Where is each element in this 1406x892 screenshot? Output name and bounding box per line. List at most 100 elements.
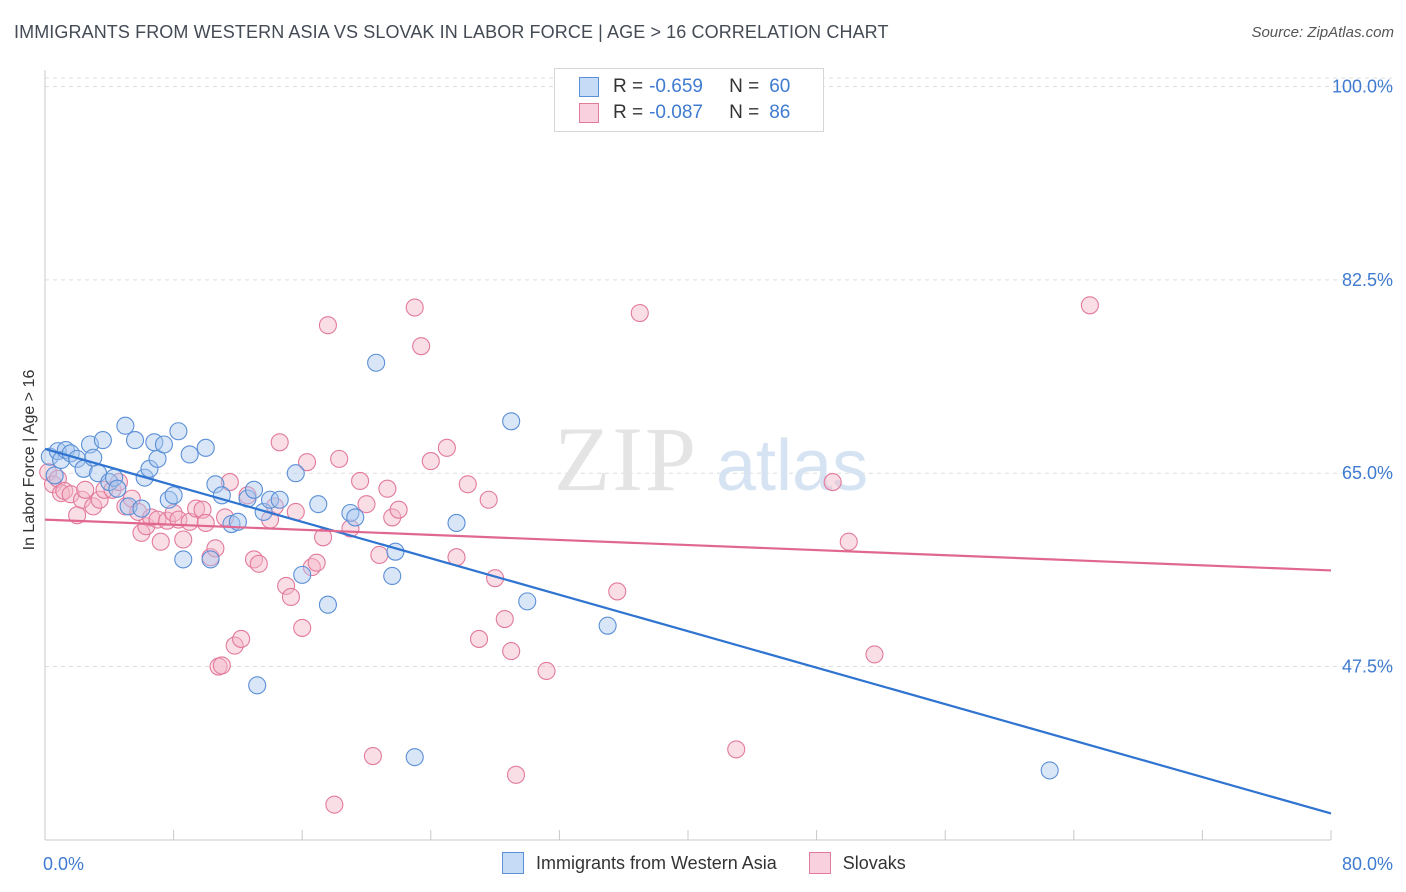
western-asia-point bbox=[201, 550, 220, 569]
legend-n-value: 86 bbox=[769, 102, 791, 123]
western-asia-point bbox=[598, 616, 617, 635]
western-asia-point bbox=[309, 495, 328, 514]
western-asia-point bbox=[93, 431, 112, 450]
western-asia-point bbox=[518, 592, 537, 611]
slovak-point bbox=[823, 473, 842, 492]
western-asia-point bbox=[286, 464, 305, 483]
western-asia-points bbox=[40, 353, 1059, 780]
slovaks-trend-line bbox=[44, 518, 1332, 572]
western-asia-point bbox=[174, 550, 193, 569]
watermark-zip: ZIP bbox=[554, 408, 698, 510]
slovak-point bbox=[187, 499, 206, 518]
slovak-point bbox=[839, 532, 858, 551]
y-tick-label: 100.0% bbox=[1332, 77, 1393, 97]
western-asia-point bbox=[318, 595, 337, 614]
slovak-point bbox=[458, 475, 477, 494]
western-asia-trend-line bbox=[44, 447, 1332, 815]
watermark-atlas: atlas bbox=[716, 426, 868, 506]
y-tick-label: 47.5% bbox=[1342, 657, 1393, 677]
western-asia-point bbox=[244, 480, 264, 499]
slovak-point bbox=[630, 303, 649, 323]
slovak-point bbox=[363, 746, 382, 766]
slovak-point bbox=[225, 636, 244, 655]
series-legend: Immigrants from Western Asia Slovaks bbox=[502, 852, 938, 874]
slovak-point bbox=[220, 473, 239, 492]
western-asia-point bbox=[125, 431, 145, 450]
slovak-point bbox=[421, 452, 440, 471]
slovak-point bbox=[281, 587, 300, 607]
slovaks-points bbox=[39, 296, 1099, 814]
slovak-point bbox=[357, 495, 376, 514]
slovak-point bbox=[196, 513, 215, 532]
x-tick-label: 80.0% bbox=[1342, 854, 1393, 874]
slovak-point bbox=[412, 337, 431, 356]
western-asia-point bbox=[346, 508, 365, 527]
legend-swatch-pink bbox=[808, 852, 831, 874]
western-asia-point bbox=[260, 490, 280, 509]
correlation-legend: R = -0.659 N = 60 R = -0.087 N = 86 bbox=[554, 68, 824, 132]
x-tick-label: 0.0% bbox=[43, 854, 84, 874]
legend-label-slovaks: Slovaks bbox=[842, 852, 906, 873]
slovak-point bbox=[351, 471, 370, 491]
axes bbox=[44, 70, 1332, 841]
western-asia-point bbox=[45, 466, 64, 485]
slovak-point bbox=[206, 539, 225, 558]
y-tick-label: 65.0% bbox=[1342, 463, 1393, 483]
slovak-point bbox=[72, 490, 92, 509]
slovak-point bbox=[405, 298, 424, 317]
western-asia-point bbox=[502, 412, 521, 431]
legend-swatch-blue bbox=[502, 852, 524, 874]
western-asia-point bbox=[367, 353, 386, 372]
legend-n-value: 60 bbox=[769, 76, 791, 97]
legend-r-label: R = bbox=[613, 76, 644, 97]
slovak-point bbox=[52, 484, 71, 503]
slovak-point bbox=[270, 433, 289, 452]
slovak-point bbox=[84, 497, 103, 516]
slovak-point bbox=[193, 500, 212, 519]
legend-r-value: -0.087 bbox=[649, 102, 703, 123]
slovak-point bbox=[61, 485, 80, 504]
slovak-point bbox=[212, 656, 231, 675]
western-asia-point bbox=[1040, 761, 1059, 780]
legend-r-value: -0.659 bbox=[649, 76, 703, 97]
slovak-point bbox=[537, 661, 556, 681]
slovak-point bbox=[495, 610, 514, 629]
slovak-point bbox=[325, 795, 344, 814]
western-asia-point bbox=[383, 566, 402, 586]
slovak-point bbox=[297, 453, 317, 472]
slovak-point bbox=[502, 642, 521, 661]
slovak-point bbox=[249, 554, 268, 573]
western-asia-point bbox=[108, 479, 127, 498]
slovak-point bbox=[865, 645, 884, 664]
slovak-point bbox=[727, 740, 746, 759]
western-asia-point bbox=[180, 445, 199, 464]
slovak-point bbox=[293, 618, 312, 637]
western-asia-point bbox=[154, 435, 174, 454]
slovak-point bbox=[506, 765, 526, 784]
y-tick-label: 82.5% bbox=[1342, 270, 1393, 290]
chart-title: IMMIGRANTS FROM WESTERN ASIA VS SLOVAK I… bbox=[14, 22, 889, 42]
legend-item-western-asia: Immigrants from Western Asia bbox=[502, 852, 777, 874]
slovak-point bbox=[174, 530, 193, 549]
slovak-point bbox=[1080, 296, 1099, 315]
legend-row-western-asia: R = -0.659 N = 60 bbox=[579, 75, 790, 99]
trend-lines bbox=[44, 447, 1332, 815]
western-asia-point bbox=[293, 565, 312, 584]
slovak-point bbox=[151, 532, 170, 551]
grid-lines bbox=[45, 77, 1392, 668]
slovak-point bbox=[307, 553, 326, 572]
legend-swatch-pink bbox=[579, 103, 599, 123]
western-asia-point bbox=[196, 438, 215, 457]
western-asia-point bbox=[116, 416, 135, 435]
legend-row-slovaks: R = -0.087 N = 86 bbox=[579, 101, 790, 125]
western-asia-point bbox=[206, 475, 225, 494]
western-asia-point bbox=[405, 748, 424, 767]
western-asia-point bbox=[447, 513, 466, 532]
legend-label-western-asia: Immigrants from Western Asia bbox=[536, 852, 777, 873]
western-asia-point bbox=[248, 676, 267, 695]
western-asia-point bbox=[169, 422, 188, 441]
slovak-point bbox=[76, 480, 95, 499]
legend-n-label: N = bbox=[729, 102, 760, 123]
western-asia-point bbox=[270, 490, 289, 509]
